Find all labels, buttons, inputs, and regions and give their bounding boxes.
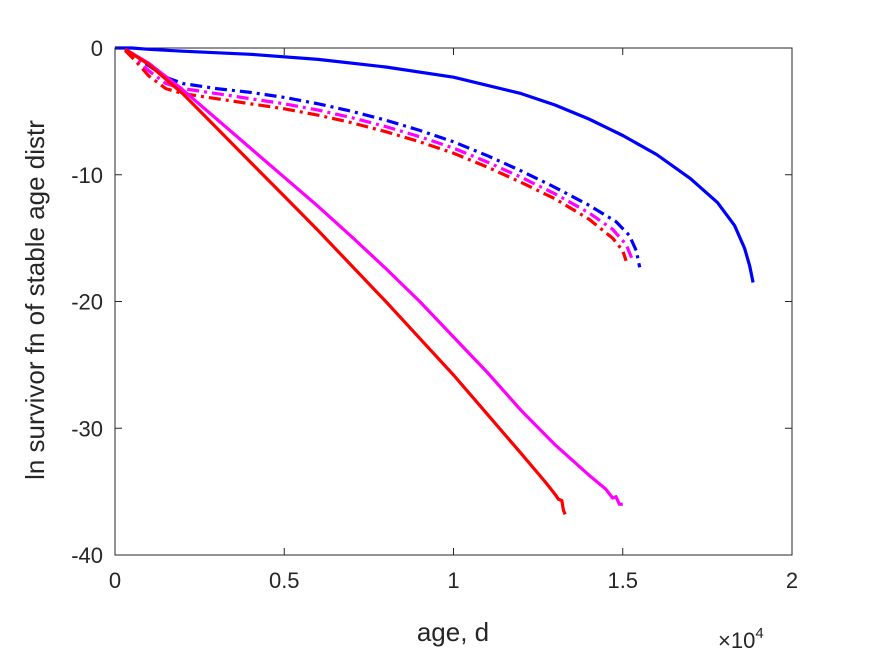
x-axis: 0 0.5 1 1.5 2 — [109, 48, 798, 593]
x-tick-label: 1 — [447, 568, 459, 593]
x-tick-label: 1.5 — [607, 568, 638, 593]
y-tick-label: 0 — [91, 36, 103, 61]
y-tick-label: -30 — [71, 416, 103, 441]
x-axis-multiplier-base: ×10 — [718, 628, 755, 653]
x-axis-label: age, d — [417, 617, 489, 647]
series-layer — [115, 46, 755, 516]
x-axis-multiplier: ×104 — [718, 625, 764, 653]
series-line-3 — [124, 48, 635, 262]
x-axis-multiplier-exponent: 4 — [755, 625, 763, 642]
y-tick-label: -40 — [71, 543, 103, 568]
y-tick-label: -20 — [71, 290, 103, 315]
x-tick-label: 0.5 — [269, 568, 300, 593]
series-line-5 — [124, 47, 623, 506]
series-line-6 — [124, 47, 567, 516]
series-line-1 — [115, 46, 755, 283]
y-axis-label: ln survivor fn of stable age distr — [20, 120, 50, 480]
series-line-4 — [124, 49, 628, 262]
x-tick-label: 2 — [786, 568, 798, 593]
y-tick-label: -10 — [71, 163, 103, 188]
x-tick-label: 0 — [109, 568, 121, 593]
y-axis: 0 -10 -20 -30 -40 — [71, 36, 792, 568]
plot-area — [114, 47, 793, 556]
